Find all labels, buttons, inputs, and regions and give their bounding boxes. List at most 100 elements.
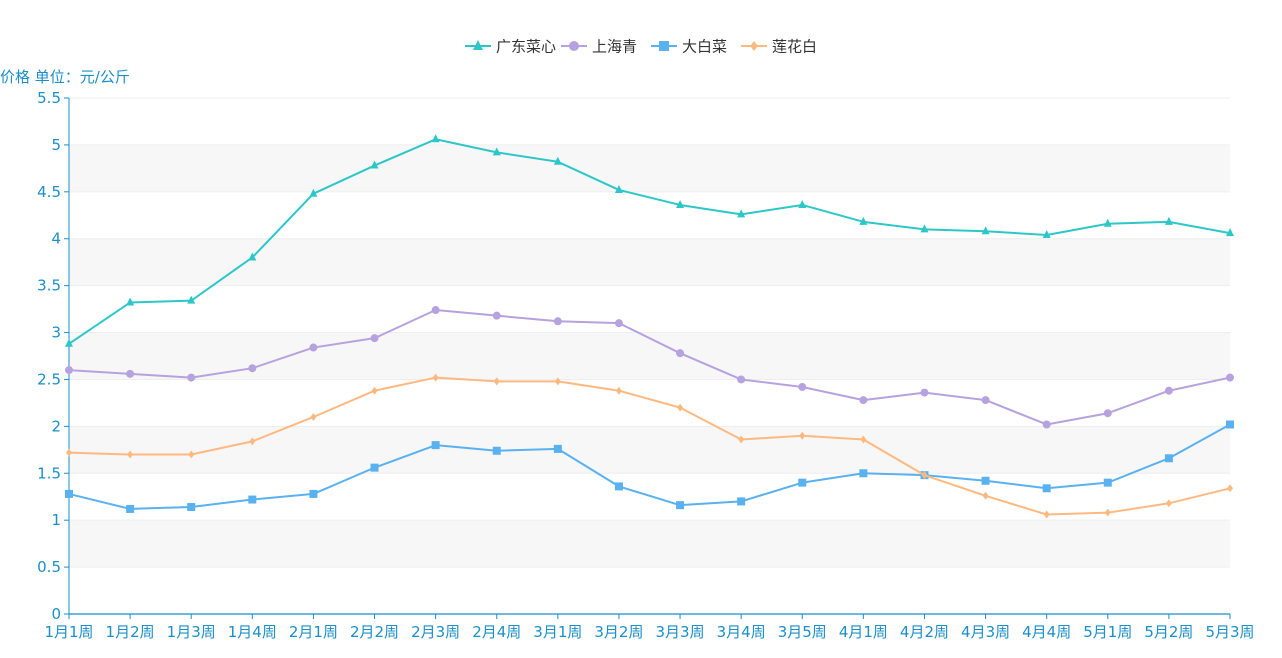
x-tick-label: 3月5周 (778, 623, 827, 641)
grid-band (69, 191, 1230, 239)
data-point (1103, 409, 1112, 418)
data-point (492, 147, 501, 156)
data-point (920, 224, 929, 233)
data-point (859, 396, 868, 405)
data-point (65, 338, 73, 347)
data-point (982, 491, 989, 500)
y-tick-label: 1.5 (37, 464, 61, 482)
legend-label: 上海青 (592, 38, 637, 56)
y-axis-label: 价格 单位：元/公斤 (0, 68, 130, 86)
legend-label: 广东菜心 (496, 38, 556, 56)
data-point (920, 388, 929, 397)
data-point (126, 297, 135, 306)
grid-band (69, 520, 1230, 568)
x-tick-label: 5月3周 (1205, 623, 1254, 641)
y-tick-label: 5.5 (37, 89, 61, 107)
data-point (1164, 386, 1173, 395)
data-point (65, 366, 73, 375)
data-point (737, 497, 746, 506)
x-tick-label: 4月2周 (900, 623, 949, 641)
x-tick-label: 1月1周 (44, 623, 93, 641)
data-point (248, 495, 257, 504)
data-point (1104, 508, 1111, 517)
data-point (859, 469, 868, 478)
data-point (65, 489, 73, 498)
data-point (1103, 478, 1112, 487)
data-point (66, 448, 72, 457)
y-tick-label: 5 (51, 136, 61, 154)
data-point (126, 369, 135, 378)
x-tick-label: 2月4周 (472, 623, 521, 641)
y-tick-label: 0 (51, 605, 61, 623)
x-tick-label: 2月2周 (350, 623, 399, 641)
x-tick-label: 4月3周 (961, 623, 1010, 641)
x-tick-label: 4月1周 (839, 623, 888, 641)
grid-band (69, 379, 1230, 427)
data-point (1042, 484, 1051, 493)
data-point (187, 373, 196, 382)
y-tick-label: 0.5 (37, 558, 61, 576)
data-point (1164, 216, 1173, 225)
y-tick-label: 3 (51, 324, 61, 342)
data-point (798, 478, 807, 487)
data-point (677, 403, 684, 412)
y-tick-label: 3.5 (37, 277, 61, 295)
data-point (187, 503, 196, 512)
data-point (676, 199, 685, 208)
data-point (1103, 218, 1112, 227)
grid-lines (69, 97, 1230, 615)
data-point (370, 160, 379, 169)
x-tick-label: 4月4周 (1022, 623, 1071, 641)
legend-item[interactable]: 广东菜心 (465, 38, 556, 56)
data-point (798, 199, 807, 208)
data-point (1165, 499, 1172, 508)
data-point (737, 209, 746, 218)
legend-item[interactable]: 莲花白 (741, 38, 817, 56)
y-tick-label: 4.5 (37, 183, 61, 201)
data-point (370, 334, 379, 343)
series-line (68, 309, 1231, 426)
legend[interactable]: 广东菜心 上海青 大白菜 莲花白 (465, 38, 817, 56)
x-tick-label: 3月1周 (533, 623, 582, 641)
legend-item[interactable]: 上海青 (561, 38, 637, 56)
data-point (1226, 228, 1234, 237)
data-point (1043, 510, 1050, 519)
data-point (1042, 229, 1051, 238)
x-tick-label: 2月1周 (289, 623, 338, 641)
data-point (432, 373, 439, 382)
y-tick-label: 2 (51, 417, 61, 435)
data-point (859, 216, 868, 225)
data-point (1164, 454, 1173, 463)
grid-band (69, 238, 1230, 286)
legend-item[interactable]: 大白菜 (651, 38, 727, 56)
x-tick-label: 3月2周 (594, 623, 643, 641)
grid-band (69, 567, 1230, 614)
data-point (1226, 373, 1234, 382)
y-tick-label: 1 (51, 511, 61, 529)
data-point (188, 450, 195, 459)
series-line (68, 138, 1231, 345)
data-point (431, 441, 440, 450)
data-point (431, 134, 440, 143)
data-point (614, 482, 623, 491)
series-2 (65, 306, 1234, 429)
data-point (492, 311, 501, 320)
data-point (860, 435, 867, 444)
data-point (248, 364, 257, 373)
x-tick-label: 5月1周 (1083, 623, 1132, 641)
legend-label: 大白菜 (682, 38, 727, 56)
grid-band (69, 332, 1230, 380)
data-point (309, 489, 318, 498)
data-point (553, 156, 562, 165)
data-point (492, 446, 501, 455)
data-point (370, 463, 379, 472)
data-point (799, 431, 806, 440)
legend-swatch-marker (659, 41, 669, 51)
x-tick-label: 1月2周 (106, 623, 155, 641)
data-point (1227, 484, 1233, 493)
grid-band (69, 426, 1230, 474)
data-point (738, 435, 745, 444)
series-1 (65, 134, 1234, 347)
legend-swatch-marker (473, 40, 483, 50)
